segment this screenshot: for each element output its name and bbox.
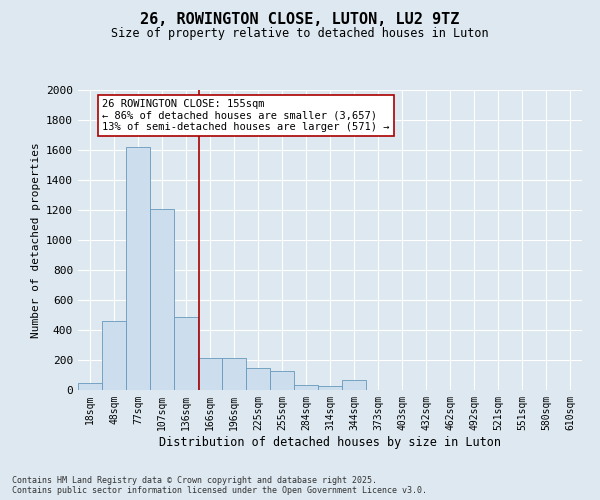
Bar bbox=[198, 358, 222, 390]
Bar bbox=[126, 147, 150, 390]
Bar bbox=[318, 386, 342, 390]
Bar bbox=[222, 358, 246, 390]
Bar bbox=[342, 380, 366, 390]
Bar bbox=[102, 321, 126, 390]
Text: 26, ROWINGTON CLOSE, LUTON, LU2 9TZ: 26, ROWINGTON CLOSE, LUTON, LU2 9TZ bbox=[140, 12, 460, 28]
Y-axis label: Number of detached properties: Number of detached properties bbox=[31, 142, 41, 338]
Bar bbox=[294, 385, 318, 390]
Text: Contains HM Land Registry data © Crown copyright and database right 2025.
Contai: Contains HM Land Registry data © Crown c… bbox=[12, 476, 427, 495]
X-axis label: Distribution of detached houses by size in Luton: Distribution of detached houses by size … bbox=[159, 436, 501, 448]
Bar bbox=[246, 368, 270, 390]
Text: Size of property relative to detached houses in Luton: Size of property relative to detached ho… bbox=[111, 28, 489, 40]
Bar bbox=[78, 382, 102, 390]
Bar bbox=[174, 316, 198, 390]
Bar bbox=[270, 370, 294, 390]
Bar bbox=[150, 208, 174, 390]
Text: 26 ROWINGTON CLOSE: 155sqm
← 86% of detached houses are smaller (3,657)
13% of s: 26 ROWINGTON CLOSE: 155sqm ← 86% of deta… bbox=[102, 99, 389, 132]
